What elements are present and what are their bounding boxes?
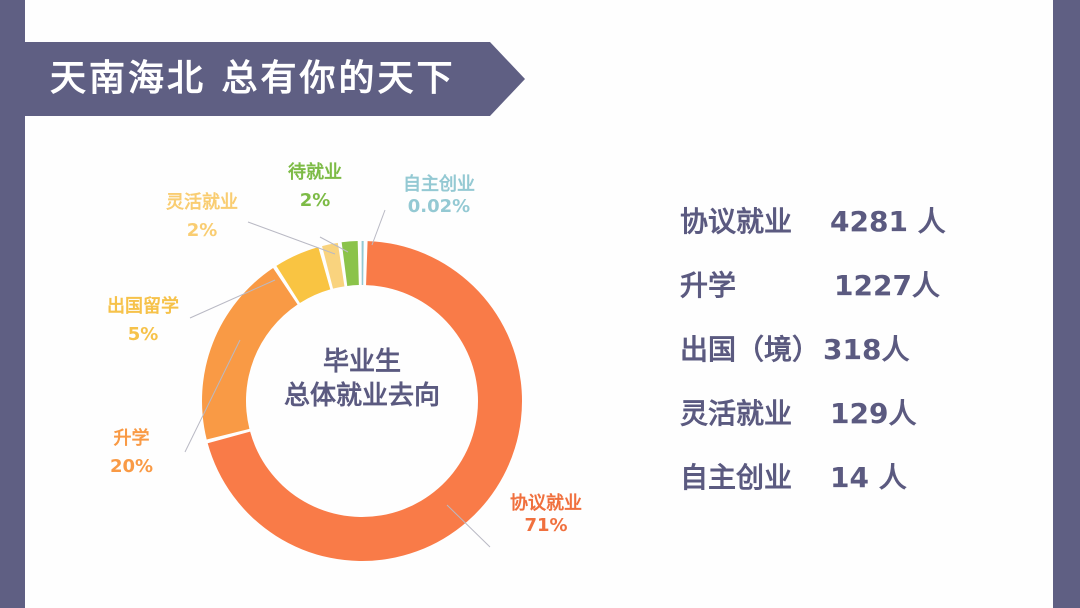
donut-slice-1 <box>202 267 298 440</box>
stat-name: 出国（境） <box>680 333 821 366</box>
stat-name: 灵活就业 <box>680 397 793 430</box>
stat-value: 14 人 <box>830 461 907 494</box>
label-chuguo-name: 出国留学 <box>107 296 179 317</box>
label-shengxue-name: 升学 <box>113 428 150 449</box>
stat-value: 129人 <box>830 397 917 430</box>
label-zizhu: 自主创业 0.02% <box>403 175 475 217</box>
title-banner: 天南海北 总有你的天下 <box>25 42 525 116</box>
label-daijiuye-name: 待就业 <box>288 162 342 183</box>
center-label-line1: 毕业生 <box>322 347 401 377</box>
donut-slice-2 <box>276 247 331 304</box>
label-xieyi-pct: 71% <box>524 515 568 536</box>
leader-line <box>371 209 386 246</box>
label-linghuo-name: 灵活就业 <box>166 192 238 213</box>
page-title: 天南海北 总有你的天下 <box>50 58 456 99</box>
label-shengxue-pct: 20% <box>110 456 154 477</box>
label-zizhu-pct: 0.02% <box>407 196 471 217</box>
label-xieyi: 协议就业 71% <box>510 494 582 536</box>
stat-value: 4281 人 <box>830 205 946 238</box>
stat-name: 自主创业 <box>680 461 793 494</box>
donut-slice-5 <box>361 241 364 286</box>
stat-value: 1227人 <box>834 269 940 302</box>
leader-line <box>319 236 349 253</box>
label-linghuo-pct: 2% <box>186 220 218 241</box>
label-daijiuye-pct: 2% <box>299 190 331 211</box>
leader-line <box>189 279 276 319</box>
chart-center-label: 毕业生 总体就业去向 <box>262 345 462 413</box>
leader-line <box>446 504 491 548</box>
donut-slice-3 <box>322 242 345 289</box>
label-xieyi-name: 协议就业 <box>510 493 582 514</box>
stat-name: 升学 <box>680 269 737 302</box>
stat-name: 协议就业 <box>680 205 793 238</box>
leader-line <box>184 339 241 453</box>
label-shengxue: 升学 20% <box>110 428 153 478</box>
stat-value: 318人 <box>823 333 910 366</box>
label-linghuo: 灵活就业 2% <box>166 192 238 242</box>
label-daijiuye: 待就业 2% <box>288 162 342 212</box>
label-zizhu-name: 自主创业 <box>403 174 475 195</box>
donut-slice-4 <box>341 241 359 286</box>
center-label-line2: 总体就业去向 <box>283 381 440 411</box>
label-chuguo: 出国留学 5% <box>107 296 179 346</box>
leader-line <box>247 221 336 255</box>
banner-arrow-shape <box>25 42 525 116</box>
label-chuguo-pct: 5% <box>127 324 159 345</box>
